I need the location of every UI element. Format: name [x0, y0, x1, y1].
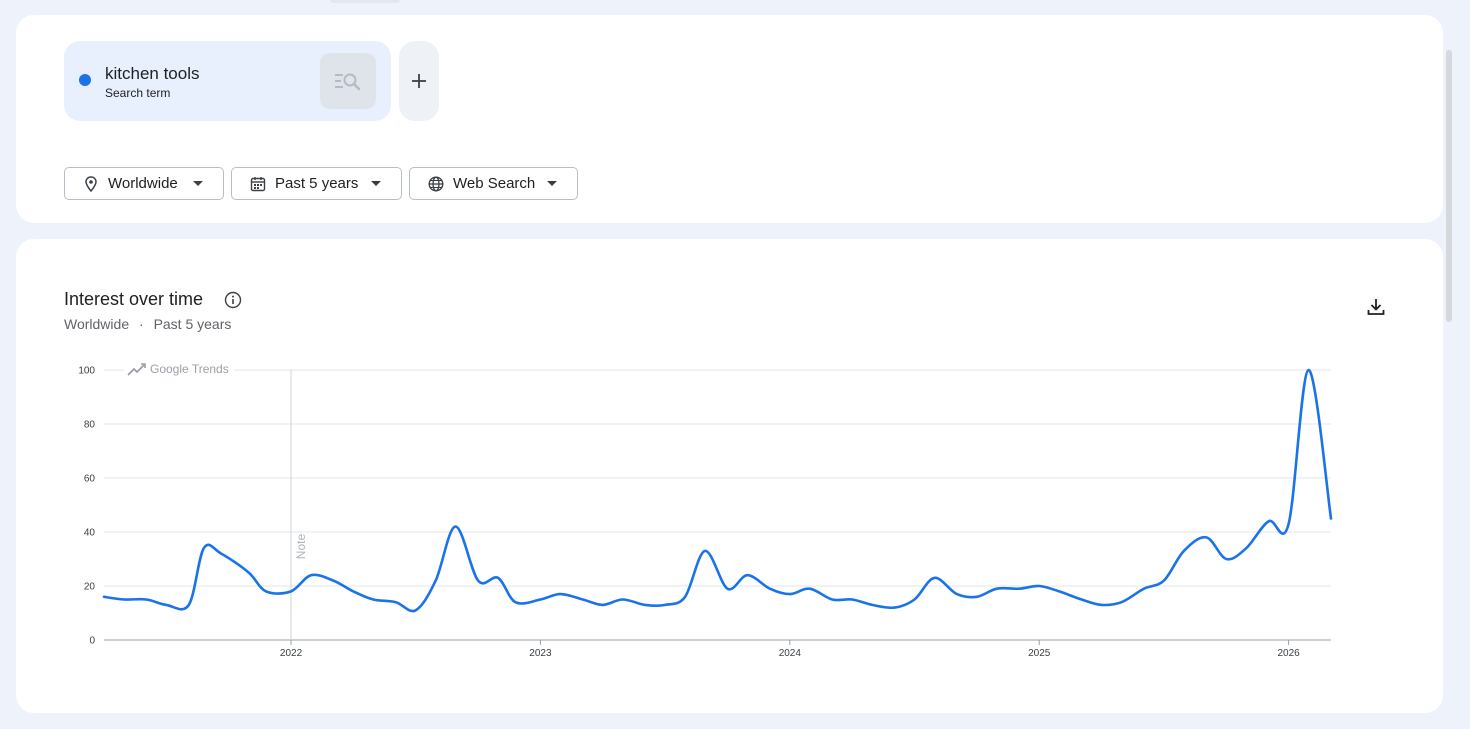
chevron-down-icon — [371, 181, 381, 186]
plus-icon — [412, 74, 426, 88]
x-axis-ticks: 2022 2023 2024 2025 2026 — [280, 640, 1300, 659]
chart-title: Interest over time — [64, 289, 204, 309]
x-tick-label: 2024 — [779, 648, 802, 659]
calendar-icon — [250, 176, 266, 191]
add-comparison-button[interactable] — [399, 41, 439, 121]
x-tick-label: 2025 — [1028, 648, 1051, 659]
location-filter[interactable]: Worldwide — [64, 167, 224, 200]
y-tick-label: 20 — [84, 582, 96, 593]
search-property-filter[interactable]: Web Search — [409, 167, 578, 200]
search-term-type: Search term — [105, 86, 171, 100]
interest-over-time-card: Interest over time Worldwide · Past 5 ye… — [16, 239, 1443, 713]
series-line-kitchen-tools — [102, 368, 1333, 613]
info-icon[interactable] — [224, 291, 242, 309]
y-tick-label: 0 — [89, 636, 95, 647]
y-tick-label: 80 — [84, 420, 96, 431]
chart-subtitle-location: Worldwide — [64, 316, 130, 332]
x-tick-label: 2023 — [529, 648, 552, 659]
watermark-text: Google Trends — [150, 362, 229, 376]
page-scrollbar[interactable] — [1446, 50, 1452, 322]
chart-grid — [104, 369, 1331, 641]
search-term-chip[interactable]: kitchen tools Search term — [64, 41, 391, 121]
chevron-down-icon — [193, 181, 203, 186]
download-icon[interactable] — [1365, 296, 1387, 318]
x-tick-label: 2026 — [1277, 648, 1300, 659]
location-pin-icon — [85, 175, 97, 192]
x-tick-label: 2022 — [280, 648, 303, 659]
explore-bar-card: kitchen tools Search term Worldwide — [16, 15, 1443, 223]
interest-line-chart: 0 20 40 60 80 100 2022 2023 2024 2025 2026 Google… — [78, 361, 1333, 659]
term-color-dot — [79, 74, 91, 86]
trend-arrow-icon — [127, 364, 145, 376]
chevron-down-icon — [547, 181, 557, 186]
search-term-name[interactable]: kitchen tools — [105, 64, 200, 83]
time-range-filter[interactable]: Past 5 years — [231, 167, 402, 200]
y-tick-label: 60 — [84, 474, 96, 485]
watermark: Google Trends — [124, 361, 234, 377]
location-filter-label: Worldwide — [108, 175, 178, 192]
y-axis-ticks: 0 20 40 60 80 100 — [78, 366, 95, 647]
y-tick-label: 100 — [78, 366, 95, 377]
note-marker[interactable]: Note — [290, 370, 308, 640]
search-button[interactable] — [320, 53, 376, 109]
chart-subtitle: Worldwide · Past 5 years — [64, 316, 231, 332]
y-tick-label: 40 — [84, 528, 96, 539]
globe-icon — [428, 175, 444, 192]
search-list-icon — [335, 73, 361, 91]
search-property-filter-label: Web Search — [453, 175, 536, 192]
chart-subtitle-time: Past 5 years — [153, 316, 232, 332]
chart-subtitle-separator: · — [139, 316, 144, 332]
note-label[interactable]: Note — [294, 534, 308, 560]
top-tab-indicator — [330, 0, 400, 3]
time-range-filter-label: Past 5 years — [275, 175, 359, 192]
